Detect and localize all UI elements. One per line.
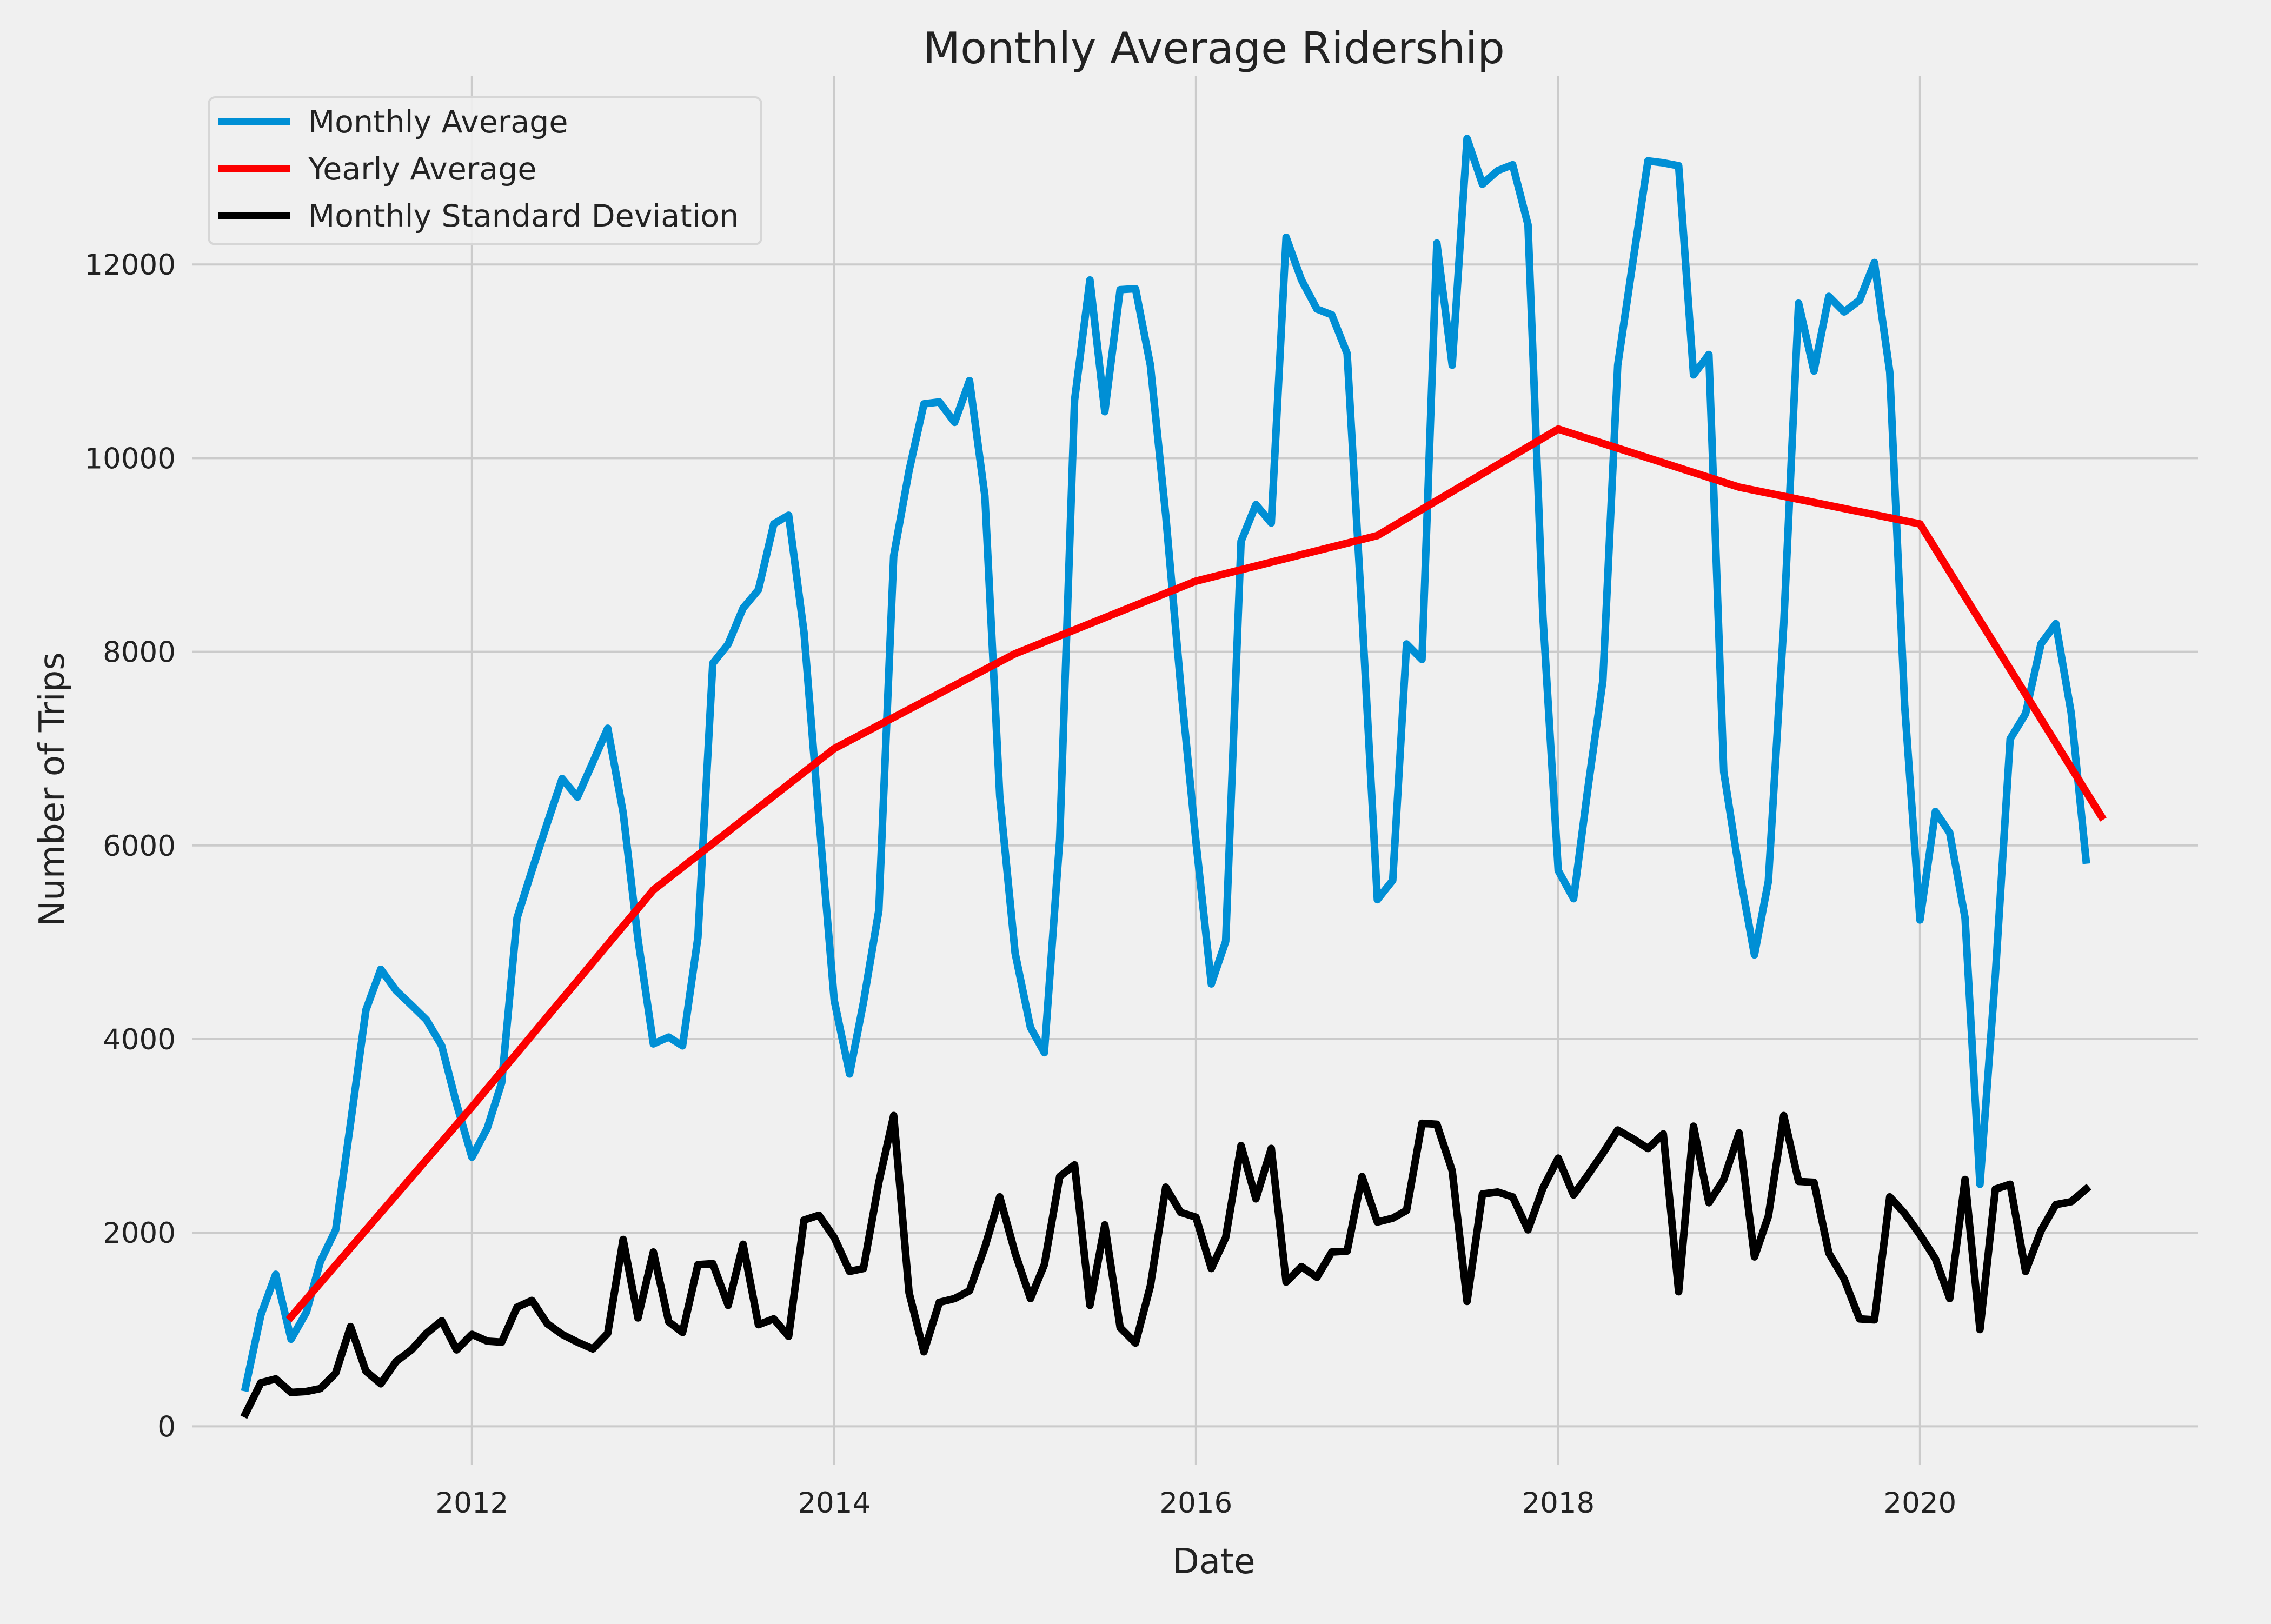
y-tick-label: 0 bbox=[157, 1410, 176, 1443]
y-axis-label: Number of Trips bbox=[32, 652, 72, 926]
legend-box bbox=[208, 96, 762, 245]
x-tick-label: 2020 bbox=[1883, 1487, 1956, 1520]
series-lines bbox=[240, 135, 2107, 1419]
x-tick-label: 2018 bbox=[1522, 1487, 1595, 1520]
y-tick-label: 2000 bbox=[103, 1217, 176, 1250]
y-tick-label: 8000 bbox=[103, 636, 176, 669]
legend: Monthly Average Yearly Average Monthly S… bbox=[208, 96, 762, 245]
y-tick-label: 6000 bbox=[103, 830, 176, 863]
legend-label-monthly-standard-deviation: Monthly Standard Deviation bbox=[308, 198, 739, 234]
x-tick-label: 2016 bbox=[1159, 1487, 1232, 1520]
legend-label-monthly-average: Monthly Average bbox=[308, 104, 568, 140]
x-axis-label: Date bbox=[1173, 1542, 1256, 1582]
y-tick-label: 12000 bbox=[84, 249, 176, 282]
y-tick-label: 4000 bbox=[103, 1023, 176, 1056]
x-tick-label: 2012 bbox=[435, 1487, 508, 1520]
chart-title: Monthly Average Ridership bbox=[923, 23, 1505, 74]
monthly-standard-deviation-line bbox=[240, 1111, 2091, 1419]
tick-labels: 0 2000 4000 6000 8000 10000 12000 2012 2014 2016 2… bbox=[84, 249, 1956, 1520]
y-tick-label: 10000 bbox=[84, 442, 176, 475]
x-tick-label: 2014 bbox=[798, 1487, 871, 1520]
monthly-average-line bbox=[241, 135, 2090, 1392]
yearly-average-line bbox=[285, 425, 2107, 1322]
legend-label-yearly-average: Yearly Average bbox=[308, 151, 536, 187]
